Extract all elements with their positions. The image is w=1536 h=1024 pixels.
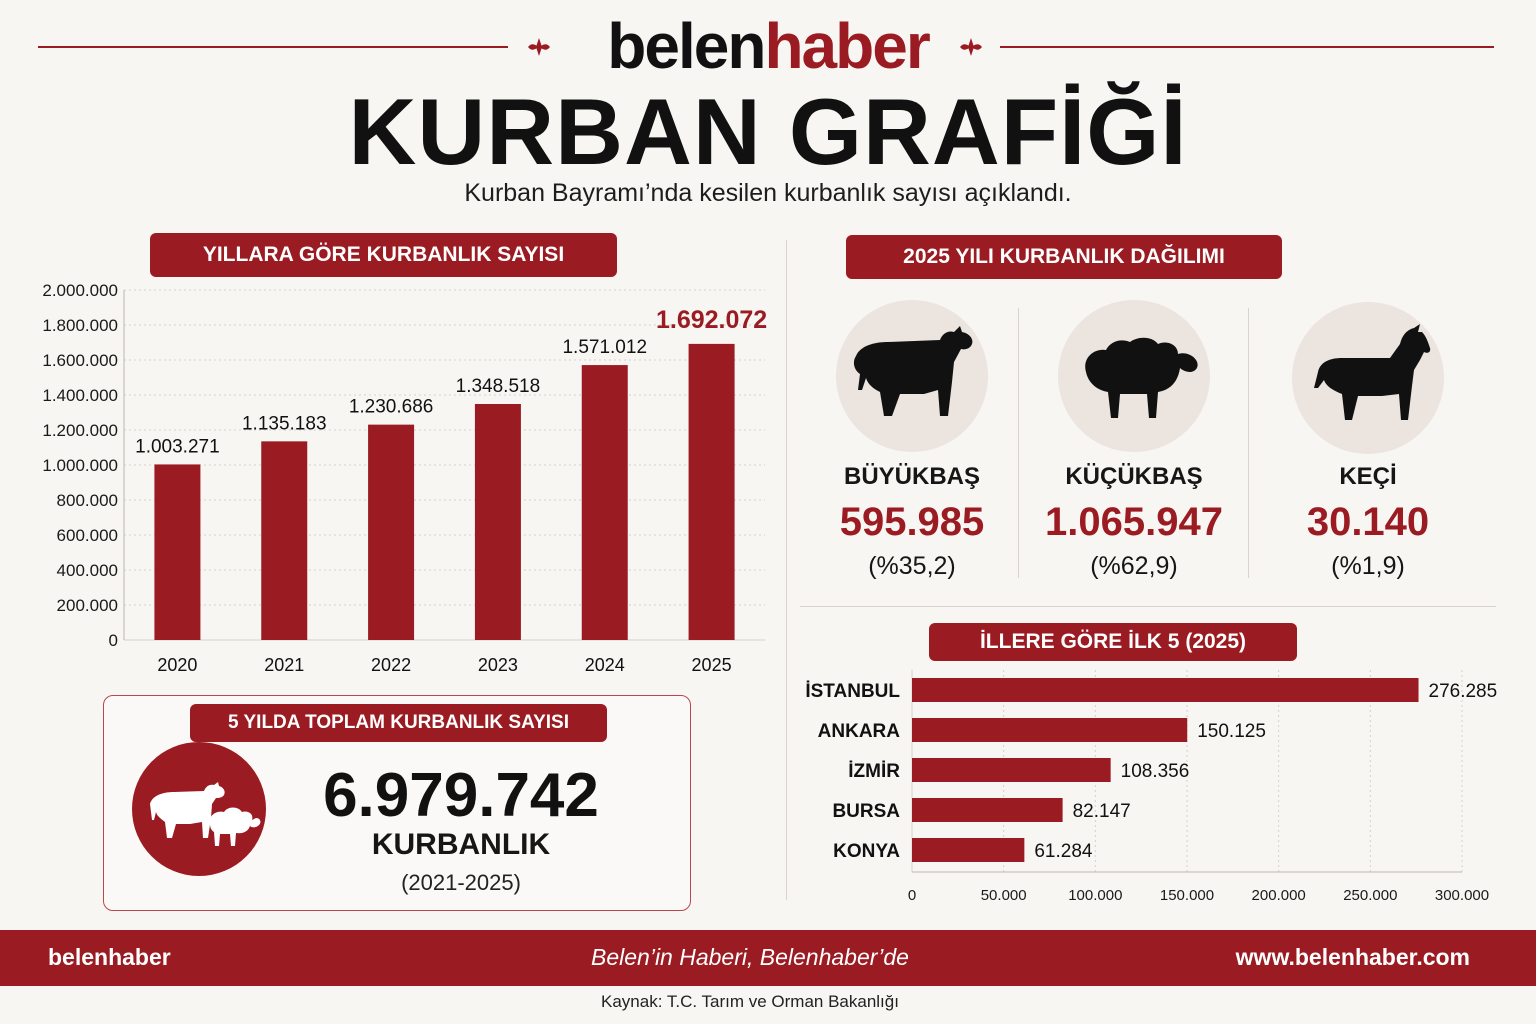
ornament-left-icon: [528, 38, 550, 56]
category-label: İSTANBUL: [805, 681, 900, 702]
species-separator-1: [1018, 308, 1019, 578]
x-tick-label: 2021: [264, 655, 304, 675]
y-tick-label: 1.400.000: [42, 386, 118, 405]
cow-circle: [836, 300, 988, 452]
footer-slogan: Belen’in Haberi, Belenhaber’de: [591, 944, 909, 970]
vertical-divider: [786, 240, 787, 900]
y-tick-label: 600.000: [57, 526, 118, 545]
bar: [912, 798, 1063, 822]
x-tick-label: 50.000: [981, 887, 1027, 904]
x-tick-label: 0: [908, 887, 916, 904]
y-tick-label: 800.000: [57, 491, 118, 510]
footer-brand: belenhaber: [48, 944, 171, 970]
cow-and-sheep-icon: [150, 782, 261, 846]
distribution-section-title: 2025 YILI KURBANLIK DAĞILIMI: [846, 235, 1282, 279]
bar-value-label: 1.003.271: [135, 436, 220, 457]
yearly-bar-chart: 0 200.000 400.000 600.000 800.000 1.000.000 1.…: [42, 281, 767, 675]
footer-url-link[interactable]: www.belenhaber.com: [1235, 944, 1470, 970]
species-separator-2: [1248, 308, 1249, 578]
brand-part-belen: belen: [607, 10, 766, 82]
x-tick-label: 250.000: [1343, 887, 1397, 904]
x-tick-label: 2023: [478, 655, 518, 675]
provinces-section-title: İLLERE GÖRE İLK 5 (2025): [929, 623, 1297, 661]
bar: [368, 424, 415, 640]
bar-value-label: 108.356: [1121, 761, 1190, 782]
y-tick-label: 1.600.000: [42, 351, 118, 370]
total-label: KURBANLIK: [371, 828, 551, 861]
x-tick-label: 300.000: [1435, 887, 1489, 904]
source-note: Kaynak: T.C. Tarım ve Orman Bakanlığı: [601, 992, 899, 1011]
total-circle: [132, 742, 266, 876]
horizontal-divider: [800, 606, 1496, 607]
bar: [474, 404, 521, 640]
header-rule-left: [38, 46, 508, 48]
species-name-goat: KEÇİ: [1339, 463, 1397, 490]
bar-value-label: 82.147: [1073, 801, 1131, 822]
footer-bar: [0, 930, 1536, 986]
goat-icon: [1314, 324, 1431, 420]
y-tick-label: 2.000.000: [42, 281, 118, 300]
bar: [154, 464, 201, 640]
bar: [688, 343, 735, 640]
ornament-right-icon: [960, 38, 982, 56]
total-range: (2021-2025): [401, 870, 521, 895]
species-percent-goat: (%1,9): [1331, 552, 1405, 580]
bar: [912, 758, 1111, 782]
header-rule-right: [1000, 46, 1494, 48]
sheep-icon: [1085, 337, 1198, 418]
category-label: BURSA: [832, 801, 900, 822]
x-tick-label: 150.000: [1160, 887, 1214, 904]
bar: [912, 718, 1188, 742]
cow-icon: [853, 326, 973, 416]
bar: [261, 441, 308, 640]
bar-value-label: 1.135.183: [242, 413, 327, 434]
species-value-large: 595.985: [839, 500, 985, 544]
y-tick-label: 0: [109, 631, 118, 650]
goat-circle: [1292, 302, 1444, 454]
x-tick-label: 2022: [371, 655, 411, 675]
category-label: KONYA: [833, 841, 900, 862]
provinces-bar-chart: 0 50.000 100.000 150.000 200.000 250.000 300.0…: [805, 670, 1498, 904]
x-tick-label: 2024: [585, 655, 625, 675]
x-tick-label: 2020: [157, 655, 197, 675]
bar-value-label: 61.284: [1034, 841, 1093, 862]
bar-value-label: 1.571.012: [562, 337, 647, 358]
page-title: KURBAN GRAFİĞİ: [348, 79, 1188, 184]
brand-logo: belenhaber: [0, 6, 1536, 86]
bar-value-label: 276.285: [1429, 681, 1498, 702]
page-subtitle: Kurban Bayramı’nda kesilen kurbanlık say…: [464, 179, 1072, 207]
species-percent-large: (%35,2): [868, 552, 956, 580]
y-tick-label: 1.200.000: [42, 421, 118, 440]
category-label: ANKARA: [818, 721, 901, 742]
bar-value-label: 1.692.072: [656, 306, 767, 334]
bar: [912, 678, 1419, 702]
species-name-large: BÜYÜKBAŞ: [843, 463, 980, 490]
total-section-title: 5 YILDA TOPLAM KURBANLIK SAYISI: [190, 704, 607, 742]
bar-value-label: 1.348.518: [456, 376, 541, 397]
species-name-small: KÜÇÜKBAŞ: [1065, 463, 1203, 490]
species-percent-small: (%62,9): [1090, 552, 1178, 580]
species-value-small: 1.065.947: [1045, 500, 1223, 544]
y-tick-label: 400.000: [57, 561, 118, 580]
y-tick-label: 1.000.000: [42, 456, 118, 475]
x-tick-label: 100.000: [1068, 887, 1122, 904]
bar: [581, 365, 628, 640]
bar: [912, 838, 1025, 862]
total-value: 6.979.742: [323, 761, 599, 830]
sheep-circle: [1058, 300, 1210, 452]
bar-value-label: 150.125: [1197, 721, 1266, 742]
yearly-section-title: YILLARA GÖRE KURBANLIK SAYISI: [150, 233, 617, 277]
y-tick-label: 1.800.000: [42, 316, 118, 335]
brand-part-haber: haber: [764, 10, 930, 82]
x-tick-label: 200.000: [1252, 887, 1306, 904]
category-label: İZMİR: [848, 761, 900, 782]
bar-value-label: 1.230.686: [349, 397, 434, 418]
y-tick-label: 200.000: [57, 596, 118, 615]
species-value-goat: 30.140: [1306, 500, 1430, 544]
x-tick-label: 2025: [692, 655, 732, 675]
